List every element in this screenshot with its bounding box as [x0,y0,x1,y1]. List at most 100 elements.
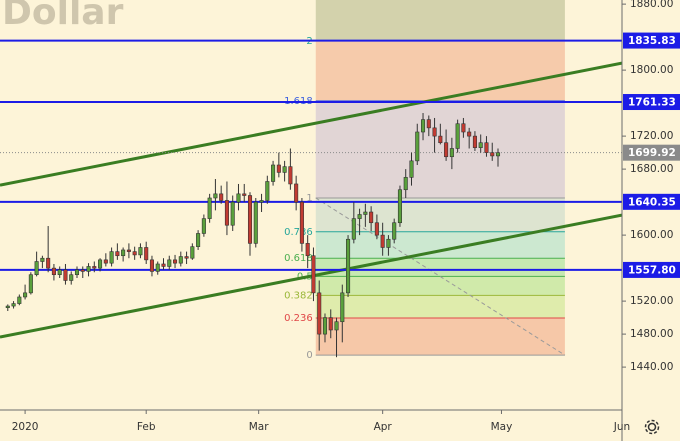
candle-body [155,263,160,272]
x-tick-label: 2020 [12,421,39,433]
candle-body [138,247,143,256]
y-tick-label: 1720.00 [630,130,673,142]
candle-body [259,200,264,203]
price-tag [623,144,680,161]
candle-body [328,317,333,331]
candle-body [357,214,362,219]
candle-body [115,251,120,257]
candle-body [271,164,276,182]
candle-body [201,218,206,234]
y-tick-label: 1680.00 [630,163,673,175]
candle-body [374,222,379,236]
candle-body [461,123,466,133]
candle-body [213,193,218,199]
candle-body [230,201,235,226]
candle-body [167,259,172,267]
candle-body [40,257,45,262]
x-tick-label: Feb [137,421,156,433]
candle-body [86,266,91,272]
x-tick-label: Apr [374,421,393,433]
candle-body [121,249,126,257]
candle-body [46,257,51,269]
candle-body [455,123,460,149]
candle-body [253,201,258,244]
y-tick-label: 1520.00 [630,295,673,307]
candle-body [311,255,316,294]
candle-body [392,222,397,240]
x-tick-label: Mar [249,421,269,433]
candle-body [74,269,80,276]
y-tick-label: 1480.00 [630,328,673,340]
candle-body [334,321,339,331]
price-tag-label: 1835.83 [628,35,676,47]
y-tick-label: 1600.00 [630,229,673,241]
candle-body [149,259,154,272]
settings-icon[interactable] [644,419,660,435]
candle-body [34,261,39,276]
candle-body [294,183,299,203]
candle-body [363,211,368,215]
candle-body [299,201,304,244]
fib-zone [315,0,565,41]
candle-body [178,256,183,264]
candle-body [63,269,68,281]
price-tag [623,94,680,111]
candle-body [472,135,477,148]
fib-level-label: 0 [306,350,312,361]
fib-zone [315,318,565,356]
trend-line [0,213,622,339]
candle-body [173,259,178,264]
candle-body [484,142,489,153]
candle-body [109,251,114,264]
candle-body [438,135,443,144]
candle-body [409,160,414,178]
candle-body [288,166,293,185]
fib-level-label: 0.382 [284,290,313,301]
candle-body [190,246,195,259]
candle-body [69,274,74,281]
fib-level-label: 0.618 [284,253,313,264]
trend-line [0,61,622,187]
price-tag [623,32,680,49]
candle-body [386,238,391,248]
candle-body [242,193,247,196]
y-tick-label: 1880.00 [630,0,673,10]
candle-body [98,259,103,269]
candle-body [28,274,33,294]
candle-body [397,189,402,224]
candle-body [23,292,28,298]
candle-body [224,200,229,226]
fib-zone [315,295,565,319]
candle-body [495,152,501,157]
candle-body [426,119,431,129]
candle-body [132,251,137,256]
axes: 1880.00 1800.00 1720.00 1680.00 1600.00 1520.… [12,0,680,433]
fib-zone [315,231,565,259]
candle-body [207,197,212,219]
candle-body [449,148,454,158]
candle-body [369,211,374,224]
candle-body [184,256,189,259]
candle-body [126,249,131,252]
candle-body [467,131,472,137]
candle-body [17,296,22,304]
candle-body [57,269,62,276]
fib-level-label: 0.786 [284,227,313,238]
candle-body [144,247,149,261]
y-tick-label: 1440.00 [630,361,673,373]
candle-body [420,119,426,133]
x-tick-label: May [491,421,513,433]
fib-level-label: 1 [306,193,312,204]
candle-body [219,193,224,201]
fib-trend-line [315,197,566,356]
fib-level-label: 0.236 [284,313,313,324]
fib-zone [315,100,565,198]
candle-body [51,267,56,276]
candle-body [351,218,356,240]
candle-body [322,317,328,335]
candle-body [103,259,108,264]
candle-body [415,131,420,162]
candle-body [161,263,166,267]
